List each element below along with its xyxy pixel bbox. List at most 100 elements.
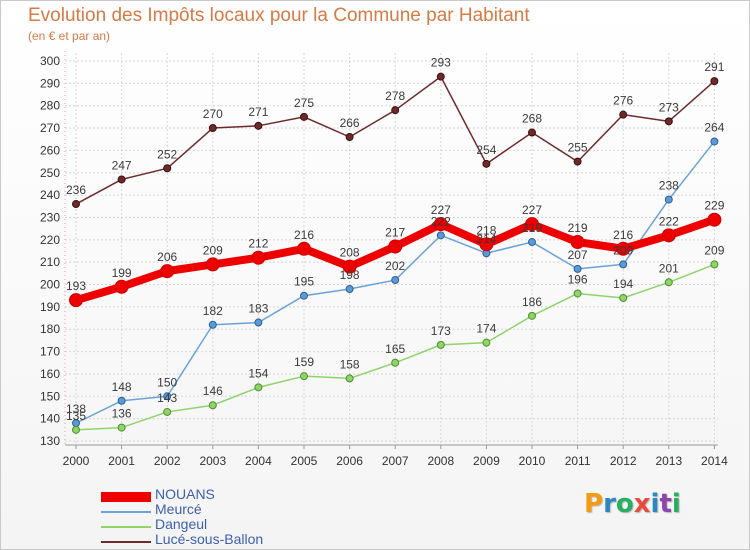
x-tick-label: 2010 xyxy=(519,454,546,468)
data-label-meurce: 222 xyxy=(431,214,451,228)
data-label-dangeul: 186 xyxy=(522,295,542,309)
y-tick-label: 300 xyxy=(40,54,60,68)
x-tick-label: 2009 xyxy=(473,454,500,468)
data-label-meurce: 195 xyxy=(294,275,314,289)
y-tick-label: 220 xyxy=(40,233,60,247)
data-label-luce-sous-ballon: 247 xyxy=(112,158,132,172)
data-label-luce-sous-ballon: 271 xyxy=(248,105,268,119)
x-tick-label: 2003 xyxy=(199,454,226,468)
data-point-luce-sous-ballon xyxy=(710,77,719,86)
data-label-nouans: 222 xyxy=(659,214,679,228)
y-tick-label: 280 xyxy=(40,99,60,113)
data-label-nouans: 227 xyxy=(522,203,542,217)
data-point-dangeul xyxy=(619,293,628,302)
y-tick-label: 150 xyxy=(40,389,60,403)
data-label-luce-sous-ballon: 275 xyxy=(294,96,314,110)
data-point-meurce xyxy=(117,396,126,405)
data-label-meurce: 214 xyxy=(476,232,496,246)
data-point-meurce xyxy=(436,231,445,240)
data-point-luce-sous-ballon xyxy=(482,159,491,168)
data-label-luce-sous-ballon: 266 xyxy=(340,116,360,130)
legend-label-luce-sous-ballon: Lucé-sous-Ballon xyxy=(155,531,264,547)
x-tick-label: 2001 xyxy=(108,454,135,468)
x-tick-label: 2005 xyxy=(291,454,318,468)
data-label-dangeul: 158 xyxy=(340,357,360,371)
data-point-dangeul xyxy=(254,383,263,392)
chart-title: Evolution des Impôts locaux pour la Comm… xyxy=(28,5,530,26)
data-point-dangeul xyxy=(710,260,719,269)
data-point-luce-sous-ballon xyxy=(208,124,217,133)
data-point-nouans xyxy=(342,259,357,274)
data-point-meurce xyxy=(163,392,172,401)
data-point-nouans xyxy=(616,241,631,256)
x-tick-label: 2008 xyxy=(427,454,454,468)
data-label-nouans: 199 xyxy=(112,266,132,280)
data-label-luce-sous-ballon: 291 xyxy=(704,60,724,74)
logo-letter: t xyxy=(659,489,672,519)
data-point-dangeul xyxy=(482,338,491,347)
data-point-luce-sous-ballon xyxy=(436,72,445,81)
data-label-dangeul: 196 xyxy=(568,272,588,286)
data-label-nouans: 217 xyxy=(385,226,405,240)
data-point-dangeul xyxy=(436,340,445,349)
x-tick-label: 2012 xyxy=(610,454,637,468)
data-point-nouans xyxy=(205,257,220,272)
data-label-dangeul: 201 xyxy=(659,261,679,275)
data-label-meurce: 198 xyxy=(340,268,360,282)
data-label-meurce: 182 xyxy=(203,304,223,318)
data-label-dangeul: 154 xyxy=(248,366,268,380)
data-label-nouans: 208 xyxy=(340,246,360,260)
legend-swatch-nouans xyxy=(101,492,151,502)
y-tick-label: 130 xyxy=(40,434,60,448)
data-label-luce-sous-ballon: 278 xyxy=(385,89,405,103)
data-point-dangeul xyxy=(573,289,582,298)
y-tick-label: 170 xyxy=(40,345,60,359)
data-point-nouans xyxy=(479,237,494,252)
data-label-dangeul: 174 xyxy=(476,322,496,336)
logo-letter: i xyxy=(650,489,660,519)
data-point-luce-sous-ballon xyxy=(117,175,126,184)
data-label-luce-sous-ballon: 268 xyxy=(522,112,542,126)
y-tick-label: 210 xyxy=(40,255,60,269)
data-label-nouans: 229 xyxy=(704,199,724,213)
legend-swatch-dangeul xyxy=(101,526,151,528)
y-tick-label: 180 xyxy=(40,322,60,336)
data-point-meurce xyxy=(345,285,354,293)
x-tick-label: 2006 xyxy=(336,454,363,468)
data-point-dangeul xyxy=(72,425,80,434)
data-label-nouans: 219 xyxy=(568,221,588,235)
y-tick-label: 270 xyxy=(40,121,60,135)
data-point-nouans xyxy=(525,217,539,232)
data-label-meurce: 150 xyxy=(157,375,177,389)
data-label-dangeul: 143 xyxy=(157,391,177,405)
data-label-meurce: 238 xyxy=(659,179,679,193)
chart-subtitle: (en € et par an) xyxy=(28,29,111,43)
x-tick-label: 2002 xyxy=(154,454,181,468)
y-tick-label: 200 xyxy=(40,278,60,292)
y-tick-label: 230 xyxy=(40,210,60,224)
data-label-luce-sous-ballon: 254 xyxy=(476,143,496,157)
data-label-nouans: 227 xyxy=(431,203,451,217)
data-label-meurce: 219 xyxy=(522,221,542,235)
data-point-meurce xyxy=(528,238,536,247)
legend-swatch-meurce xyxy=(101,511,151,513)
data-label-nouans: 209 xyxy=(203,243,223,257)
data-label-meurce: 148 xyxy=(112,380,132,394)
data-label-nouans: 193 xyxy=(66,279,86,293)
data-point-nouans xyxy=(570,235,585,250)
logo-letter: x xyxy=(633,489,651,519)
data-label-meurce: 207 xyxy=(568,248,588,262)
data-point-dangeul xyxy=(528,311,536,320)
data-point-dangeul xyxy=(391,358,400,367)
data-point-nouans xyxy=(160,264,175,279)
data-point-meurce xyxy=(254,318,263,327)
data-label-dangeul: 173 xyxy=(431,324,451,338)
x-tick-label: 2011 xyxy=(565,454,591,468)
y-tick-label: 240 xyxy=(40,188,60,202)
data-label-nouans: 216 xyxy=(613,228,633,242)
data-label-dangeul: 209 xyxy=(704,243,724,257)
legend-label-meurce: Meurcé xyxy=(155,501,202,517)
data-point-luce-sous-ballon xyxy=(391,106,400,115)
legend-label-dangeul: Dangeul xyxy=(155,516,208,532)
proxiti-logo: Proxiti xyxy=(584,489,681,519)
